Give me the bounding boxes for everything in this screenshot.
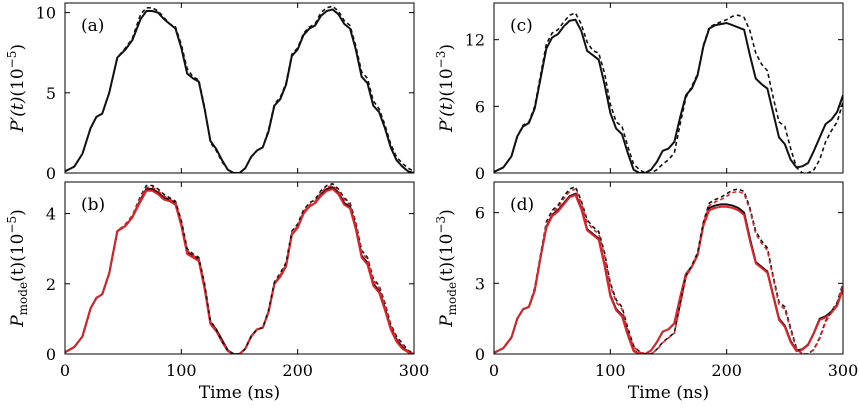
panel-c: 0 6 12 (c) P′(t)(10−3) [434, 2, 844, 183]
x-axis-label: Time (ns) [628, 383, 709, 403]
panel-label: (c) [510, 16, 533, 36]
y-tick-label: 0 [46, 164, 56, 183]
x-tick-label: 200 [711, 361, 742, 380]
x-tick-label: 0 [489, 361, 499, 380]
y-tick-label: 6 [475, 204, 485, 223]
x-tick-label: 200 [282, 361, 313, 380]
series-line-b-3 [65, 184, 414, 354]
y-tick-label: 10 [36, 4, 56, 23]
plot-frame-b [64, 181, 415, 355]
y-axis-label: P′(t)(10−3) [434, 44, 457, 133]
plot-frame-c [493, 2, 844, 174]
y-tick-label: 2 [46, 275, 56, 294]
y-tick-label: 6 [475, 97, 485, 116]
series-line-d-1 [494, 193, 843, 354]
series-line-d-2 [494, 185, 843, 354]
y-axis-label: Pmode(t)(10−5) [5, 209, 30, 328]
panel-a: 0 5 10 (a) P′(t)(10−5) [5, 2, 415, 183]
panel-label: (a) [81, 16, 104, 36]
y-tick-label: 4 [46, 205, 56, 224]
series-line-c-0 [494, 18, 843, 173]
series-line-c-1 [494, 12, 843, 173]
x-tick-label: 300 [399, 361, 430, 380]
y-tick-label: 3 [475, 274, 485, 293]
panel-b: 0 100 200 300 0 2 4 (b) Pmode(t)(10−5) Time (ns) [5, 181, 430, 403]
y-tick-label: 5 [46, 84, 56, 103]
y-tick-label: 12 [465, 31, 485, 50]
y-axis-label: P′(t)(10−5) [5, 44, 28, 133]
y-tick-label: 0 [46, 345, 56, 364]
plot-frame-d [493, 181, 844, 355]
series-line-a-1 [65, 5, 414, 173]
series-line-b-1 [65, 188, 414, 354]
panel-label: (b) [81, 195, 105, 215]
series-line-d-3 [494, 188, 843, 354]
series-line-a-0 [65, 8, 414, 173]
x-tick-label: 100 [166, 361, 197, 380]
x-tick-label: 100 [595, 361, 626, 380]
y-axis-label: Pmode(t)(10−3) [434, 209, 459, 328]
series-line-b-0 [65, 186, 414, 354]
panel-label: (d) [510, 195, 534, 215]
y-tick-label: 0 [475, 164, 485, 183]
y-tick-label: 0 [475, 345, 485, 364]
x-tick-label: 0 [60, 361, 70, 380]
plot-frame-a [64, 2, 415, 174]
panel-d: 0 100 200 300 0 3 6 (d) Pmode(t)(10−3) Time (ns) [434, 181, 859, 403]
x-axis-label: Time (ns) [199, 383, 280, 403]
x-tick-label: 300 [828, 361, 859, 380]
series-line-b-2 [65, 182, 414, 354]
